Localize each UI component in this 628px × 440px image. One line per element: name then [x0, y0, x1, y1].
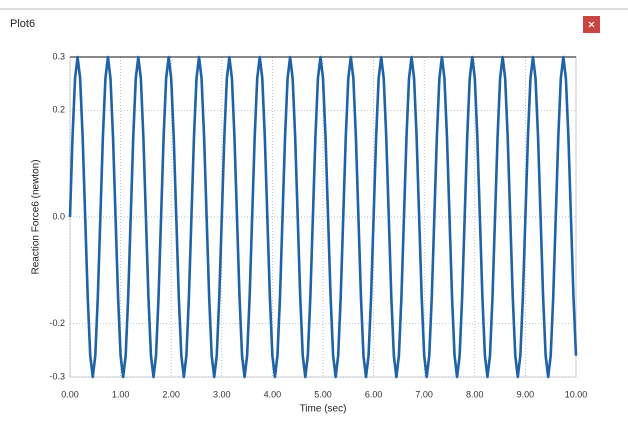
- x-tick-label: 5.00: [314, 389, 332, 399]
- close-button[interactable]: [583, 16, 600, 33]
- x-tick-label: 0.00: [61, 389, 79, 399]
- window-title: Plot6: [10, 18, 35, 30]
- x-tick-label: 2.00: [162, 389, 180, 399]
- x-tick-label: 9.00: [517, 389, 535, 399]
- y-tick-label: 0.2: [52, 105, 65, 115]
- x-tick-label: 8.00: [466, 389, 484, 399]
- x-axis-title: Time (sec): [300, 404, 347, 415]
- x-tick-label: 1.00: [112, 389, 130, 399]
- x-tick-label: 7.00: [415, 389, 433, 399]
- y-axis-title: Reaction Force6 (newton): [31, 159, 42, 274]
- x-tick-label: 6.00: [365, 389, 383, 399]
- y-tick-label: -0.3: [49, 371, 65, 381]
- x-tick-label: 3.00: [213, 389, 231, 399]
- y-tick-label: -0.2: [49, 318, 65, 328]
- x-tick-label: 4.00: [264, 389, 282, 399]
- x-tick-label: 10.00: [565, 389, 588, 399]
- y-tick-label: 0.3: [52, 51, 65, 61]
- close-icon[interactable]: [588, 21, 595, 28]
- y-tick-label: 0.0: [52, 211, 65, 221]
- data-line: [68, 55, 578, 379]
